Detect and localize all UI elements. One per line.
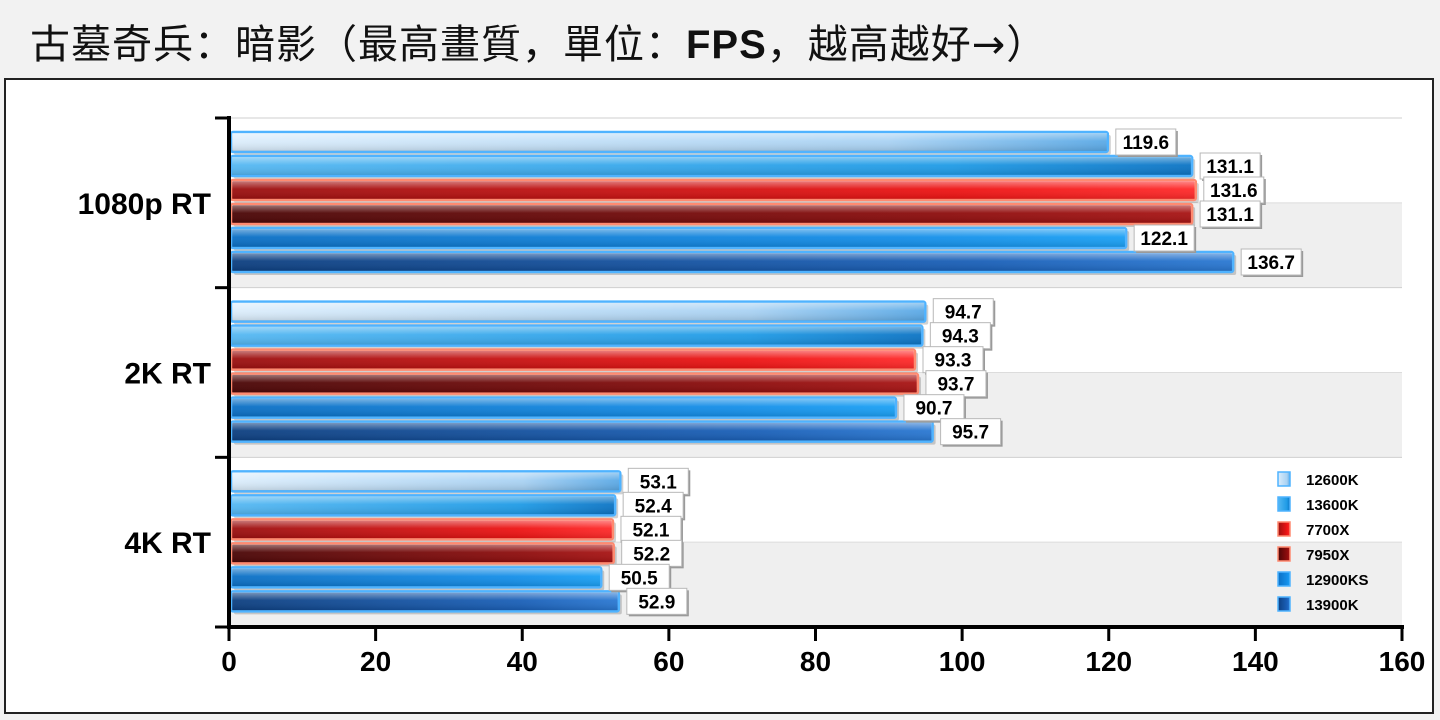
title-prefix: 古墓奇兵：暗影（最高畫質，單位： <box>30 22 686 68</box>
category-label: 2K RT <box>124 358 211 391</box>
legend-swatch-12600K <box>1277 471 1291 487</box>
value-label-box <box>608 563 670 591</box>
value-label: 119.6 <box>1123 133 1170 154</box>
legend-swatch-7700X <box>1277 521 1291 537</box>
value-label-box <box>903 394 965 422</box>
value-label: 94.3 <box>942 327 979 348</box>
title-suffix: ，越高越好→） <box>766 22 1048 68</box>
legend-label-7700X: 7700X <box>1306 522 1349 539</box>
value-label: 94.7 <box>945 303 982 324</box>
bar-gloss <box>232 133 1107 151</box>
legend-label-13900K: 13900K <box>1306 597 1359 614</box>
value-label-box <box>922 346 984 374</box>
value-label: 90.7 <box>915 399 952 420</box>
value-label: 52.9 <box>638 592 675 613</box>
value-label-box <box>620 515 682 543</box>
value-label-box <box>627 467 689 495</box>
value-label: 53.1 <box>640 472 677 493</box>
bar-gloss <box>232 398 895 417</box>
value-label: 131.1 <box>1206 205 1254 226</box>
bar-gloss <box>232 157 1192 175</box>
bar-gloss <box>232 350 915 369</box>
x-tick-label: 100 <box>939 646 986 677</box>
value-label: 52.2 <box>633 544 670 565</box>
x-tick-label: 160 <box>1379 646 1426 677</box>
legend-label-13600K: 13600K <box>1306 497 1359 514</box>
chart-title: 古墓奇兵：暗影（最高畫質，單位：FPS，越高越好→） <box>30 12 1047 70</box>
bar-chart: 1080p RT 2K RT 4K RT 119.6 94.7 53.1 131.1 94.3… <box>78 116 1426 677</box>
value-label: 52.4 <box>635 496 672 517</box>
legend-label-7950X: 7950X <box>1306 547 1349 564</box>
value-label-box <box>1115 128 1177 156</box>
value-label-box <box>1133 224 1195 252</box>
title-unit: FPS <box>686 23 767 67</box>
value-label-box <box>621 539 683 567</box>
x-tick-label: 120 <box>1085 646 1132 677</box>
value-label: 93.3 <box>935 351 972 372</box>
bar-gloss <box>232 205 1192 223</box>
bar-gloss <box>232 229 1126 247</box>
x-tick-label: 40 <box>507 646 538 677</box>
bar-gloss <box>232 568 601 587</box>
legend-swatch-7950X <box>1277 546 1291 562</box>
legend-label-12600K: 12600K <box>1306 472 1359 489</box>
value-label-box <box>1240 248 1302 276</box>
value-label-box <box>1203 176 1265 204</box>
bar-gloss <box>232 520 612 539</box>
value-label-box <box>932 298 994 326</box>
chart-panel: 1080p RT 2K RT 4K RT 119.6 94.7 53.1 131.1 94.3… <box>4 78 1434 714</box>
title-bar: 古墓奇兵：暗影（最高畫質，單位：FPS，越高越好→） <box>0 0 1440 78</box>
category-label: 1080p RT <box>78 188 211 221</box>
value-label: 131.1 <box>1206 157 1254 178</box>
value-label-box <box>1199 200 1261 228</box>
bar-gloss <box>232 544 613 563</box>
legend-swatch-13900K <box>1277 596 1291 612</box>
value-label: 122.1 <box>1140 229 1188 250</box>
legend-label-12900KS: 12900KS <box>1306 572 1369 589</box>
value-label: 131.6 <box>1210 181 1258 202</box>
bar-gloss <box>232 326 922 345</box>
bar-gloss <box>232 472 620 491</box>
x-tick-label: 80 <box>800 646 831 677</box>
bar-gloss <box>232 181 1195 199</box>
bar-gloss <box>232 302 925 321</box>
bar-gloss <box>232 374 917 393</box>
value-label: 95.7 <box>952 423 989 444</box>
bar-gloss <box>232 253 1233 271</box>
value-label-box <box>626 587 688 615</box>
value-label-box <box>940 418 1002 446</box>
legend-swatch-13600K <box>1277 496 1291 512</box>
bar-gloss <box>232 496 615 515</box>
bar-gloss <box>232 592 618 611</box>
value-label: 50.5 <box>621 568 658 589</box>
x-tick-label: 0 <box>221 646 237 677</box>
value-label-box <box>925 370 987 398</box>
value-label: 52.1 <box>632 520 669 541</box>
bar-gloss <box>232 422 932 441</box>
value-label: 136.7 <box>1247 253 1295 274</box>
x-tick-label: 60 <box>653 646 684 677</box>
x-tick-label: 20 <box>360 646 391 677</box>
legend-swatch-12900KS <box>1277 571 1291 587</box>
category-label: 4K RT <box>124 527 211 560</box>
value-label: 93.7 <box>937 375 974 396</box>
value-label-box <box>1199 152 1261 180</box>
x-tick-label: 140 <box>1232 646 1279 677</box>
